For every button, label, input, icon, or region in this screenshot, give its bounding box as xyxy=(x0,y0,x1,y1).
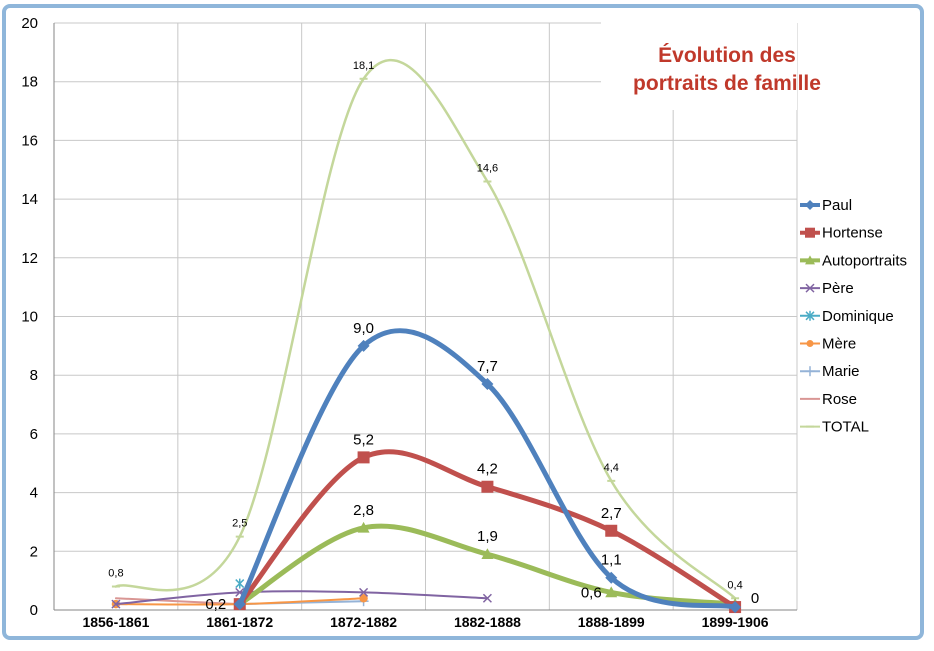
data-label: 14,6 xyxy=(477,162,498,174)
data-label: 1,9 xyxy=(477,528,498,545)
x-tick-label: 1872-1882 xyxy=(330,614,397,630)
legend-label-hortense: Hortense xyxy=(822,225,883,242)
legend-label-dominique: Dominique xyxy=(822,308,894,325)
data-label: 4,4 xyxy=(604,462,619,474)
legend-label-rose: Rose xyxy=(822,391,857,408)
legend-marker-autoportraits xyxy=(805,255,815,265)
legend-marker-hortense xyxy=(805,227,815,238)
data-label: 18,1 xyxy=(353,60,374,72)
y-tick-label: 12 xyxy=(21,250,38,267)
data-label: 9,0 xyxy=(353,320,374,337)
legend-label-mere: Mère xyxy=(822,336,856,353)
x-tick-label: 1888-1899 xyxy=(578,614,645,630)
y-tick-label: 6 xyxy=(30,426,38,443)
point-mere xyxy=(359,594,368,603)
series-pere xyxy=(111,587,492,609)
x-tick-label: 1861-1872 xyxy=(206,614,273,630)
y-tick-label: 8 xyxy=(30,367,38,384)
legend-label-marie: Marie xyxy=(822,363,860,380)
data-label: 0,6 xyxy=(581,584,602,601)
point-paul xyxy=(357,339,370,352)
point-hortense xyxy=(605,524,618,537)
legend-item-total: TOTAL xyxy=(800,419,869,436)
legend-item-pere: Père xyxy=(800,280,854,297)
point-hortense xyxy=(481,480,494,493)
point-autoportraits xyxy=(605,586,618,598)
y-tick-label: 10 xyxy=(21,309,38,326)
legend-label-pere: Père xyxy=(822,280,854,297)
point-hortense xyxy=(357,451,370,464)
legend-label-autoportraits: Autoportraits xyxy=(822,252,907,269)
point-autoportraits xyxy=(357,521,370,533)
point-pere xyxy=(359,587,369,597)
legend-item-hortense: Hortense xyxy=(800,225,883,242)
point-pere xyxy=(482,593,492,603)
point-autoportraits xyxy=(481,548,494,560)
series-line-pere xyxy=(114,590,489,606)
series-dominique xyxy=(235,578,245,589)
x-tick-label: 1899-1906 xyxy=(702,614,769,630)
y-tick-label: 0 xyxy=(30,602,38,619)
point-dominique xyxy=(235,578,245,589)
legend-marker-paul xyxy=(805,200,815,210)
y-tick-label: 2 xyxy=(30,543,38,560)
y-tick-label: 20 xyxy=(21,15,38,32)
legend-item-dominique: Dominique xyxy=(800,308,894,325)
x-tick-label: 1882-1888 xyxy=(454,614,521,630)
chart-title-line-2: portraits de famille xyxy=(633,72,821,95)
point-paul xyxy=(729,601,742,614)
chart-title-line-1: Évolution des xyxy=(658,44,796,67)
title-box xyxy=(601,20,797,110)
series-line-paul xyxy=(237,328,738,610)
legend-item-rose: Rose xyxy=(800,391,857,408)
legend-marker-mere xyxy=(806,340,814,347)
point-paul xyxy=(233,598,246,611)
data-label: 2,8 xyxy=(353,502,374,519)
data-label: 4,2 xyxy=(477,461,498,478)
point-pere xyxy=(111,599,121,609)
series-total xyxy=(111,59,740,600)
data-label: 7,7 xyxy=(477,358,498,375)
legend-label-paul: Paul xyxy=(822,197,852,214)
y-tick-label: 18 xyxy=(21,74,38,91)
legend-marker-pere xyxy=(805,283,815,293)
legend-label-total: TOTAL xyxy=(822,419,869,436)
data-label: 0,2 xyxy=(205,596,226,613)
data-label: 0 xyxy=(751,590,759,607)
data-label: 2,7 xyxy=(601,505,622,522)
legend-item-marie: Marie xyxy=(800,363,860,380)
legend-marker-dominique xyxy=(805,310,815,321)
legend-item-paul: Paul xyxy=(800,197,852,214)
legend-marker-marie xyxy=(805,366,815,377)
data-label: 1,1 xyxy=(601,552,622,569)
legend-item-autoportraits: Autoportraits xyxy=(800,252,907,269)
data-label: 2,5 xyxy=(232,518,247,530)
y-tick-label: 4 xyxy=(30,485,38,502)
y-tick-label: 16 xyxy=(21,132,38,149)
point-paul xyxy=(605,571,618,584)
data-label: 0,8 xyxy=(108,568,123,580)
series-paul xyxy=(233,328,742,614)
x-tick-label: 1856-1861 xyxy=(82,614,149,630)
legend-item-mere: Mère xyxy=(800,336,856,353)
y-tick-label: 14 xyxy=(21,191,38,208)
data-label: 0,4 xyxy=(727,579,742,591)
data-label: 5,2 xyxy=(353,431,374,448)
point-paul xyxy=(481,378,494,391)
window-border xyxy=(2,4,924,640)
